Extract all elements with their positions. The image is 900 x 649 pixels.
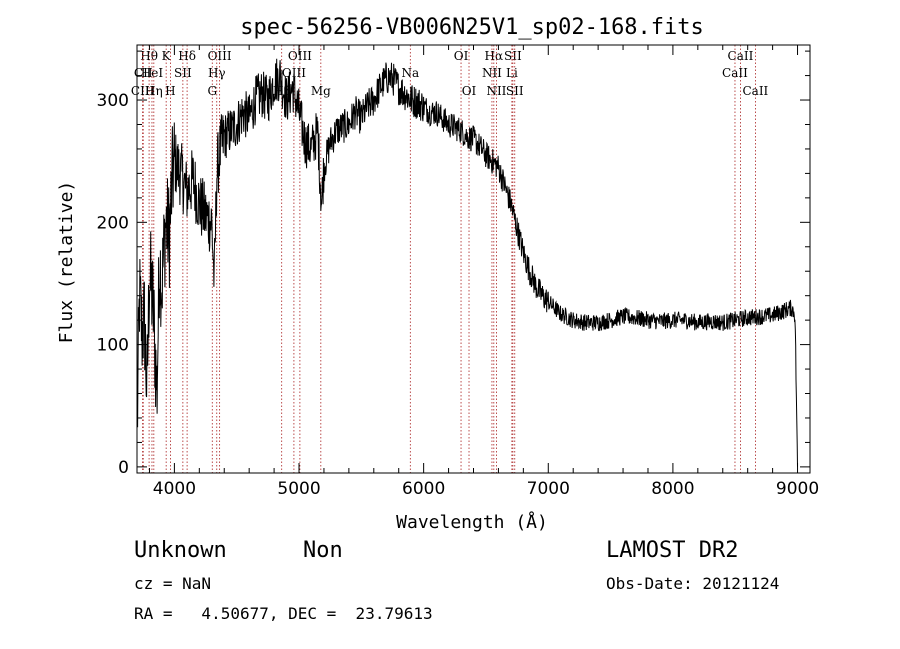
- line-marker-label: SII: [504, 49, 522, 63]
- line-marker-label: CaII: [722, 66, 748, 80]
- line-marker-label: HeI: [141, 66, 164, 80]
- line-marker-label: Li: [506, 66, 518, 80]
- x-tick-label: 4000: [153, 479, 196, 499]
- line-marker-label: H: [165, 84, 175, 98]
- line-marker-label: Hδ: [178, 49, 196, 63]
- line-marker-label: Na: [401, 66, 419, 80]
- line-marker-label: K: [162, 49, 172, 63]
- class-label: Unknown: [134, 538, 227, 563]
- subclass-label: Non: [303, 538, 343, 563]
- line-marker-label: CaII: [742, 84, 768, 98]
- line-marker-label: Mg: [311, 84, 331, 98]
- line-marker-label: G: [207, 84, 217, 98]
- x-tick-label: 9000: [776, 479, 819, 499]
- line-marker-label: Hα: [485, 49, 504, 63]
- axis-ticks: 4000 5000 6000 7000 8000 9000 0 100 200 300: [97, 45, 819, 499]
- line-marker-label: NII: [486, 84, 506, 98]
- line-marker-label: OI: [454, 49, 469, 63]
- survey-label: LAMOST DR2: [606, 538, 739, 563]
- x-axis-label: Wavelength (Å): [396, 511, 548, 533]
- x-tick-label: 6000: [402, 479, 445, 499]
- chart-title: spec-56256-VB006N25V1_sp02-168.fits: [240, 15, 704, 40]
- spectrum-series-line: [136, 58, 798, 467]
- coordinates-label: RA = 4.50677, DEC = 23.79613: [134, 604, 433, 623]
- line-marker-label: NII: [482, 66, 502, 80]
- y-tick-label: 300: [97, 91, 129, 111]
- y-axis-label: Flux (relative): [56, 181, 77, 344]
- line-marker-label: OI: [462, 84, 477, 98]
- y-tick-label: 0: [118, 458, 129, 478]
- line-marker-label: SII: [174, 66, 192, 80]
- y-tick-label: 100: [97, 336, 129, 356]
- x-tick-label: 8000: [651, 479, 694, 499]
- line-marker-label: OIII: [208, 49, 232, 63]
- line-marker-label: OIII: [288, 49, 312, 63]
- x-tick-label: 7000: [527, 479, 570, 499]
- obs-date-label: Obs-Date: 20121124: [606, 574, 780, 593]
- line-marker-label: Hγ: [208, 66, 226, 80]
- x-tick-label: 5000: [277, 479, 320, 499]
- line-marker-label: SII: [506, 84, 524, 98]
- line-marker-label: CaII: [728, 49, 754, 63]
- cz-label: cz = NaN: [134, 574, 212, 593]
- line-marker-label: CII: [134, 66, 153, 80]
- y-tick-label: 200: [97, 213, 129, 233]
- line-marker-label: Hη: [145, 84, 163, 98]
